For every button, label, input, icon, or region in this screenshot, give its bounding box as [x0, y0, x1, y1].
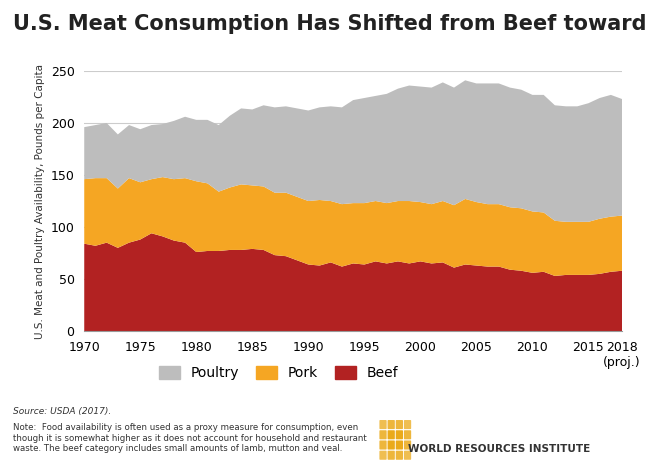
FancyBboxPatch shape	[379, 420, 387, 429]
FancyBboxPatch shape	[396, 430, 403, 439]
FancyBboxPatch shape	[404, 451, 411, 460]
FancyBboxPatch shape	[396, 451, 403, 460]
Text: WORLD RESOURCES INSTITUTE: WORLD RESOURCES INSTITUTE	[408, 444, 590, 454]
FancyBboxPatch shape	[388, 440, 395, 449]
FancyBboxPatch shape	[379, 430, 387, 439]
FancyBboxPatch shape	[396, 440, 403, 449]
FancyBboxPatch shape	[388, 420, 395, 429]
FancyBboxPatch shape	[388, 430, 395, 439]
FancyBboxPatch shape	[404, 420, 411, 429]
Text: Source: USDA (2017).: Source: USDA (2017).	[13, 407, 111, 416]
Legend: Poultry, Pork, Beef: Poultry, Pork, Beef	[154, 360, 404, 385]
FancyBboxPatch shape	[379, 440, 387, 449]
FancyBboxPatch shape	[404, 430, 411, 439]
FancyBboxPatch shape	[388, 451, 395, 460]
FancyBboxPatch shape	[396, 420, 403, 429]
Text: U.S. Meat Consumption Has Shifted from Beef toward Chicken: U.S. Meat Consumption Has Shifted from B…	[13, 14, 648, 34]
Text: Note:  Food availability is often used as a proxy measure for consumption, even
: Note: Food availability is often used as…	[13, 423, 367, 453]
Y-axis label: U.S. Meat and Poultry Availability, Pounds per Capita: U.S. Meat and Poultry Availability, Poun…	[35, 63, 45, 339]
FancyBboxPatch shape	[404, 440, 411, 449]
FancyBboxPatch shape	[379, 451, 387, 460]
